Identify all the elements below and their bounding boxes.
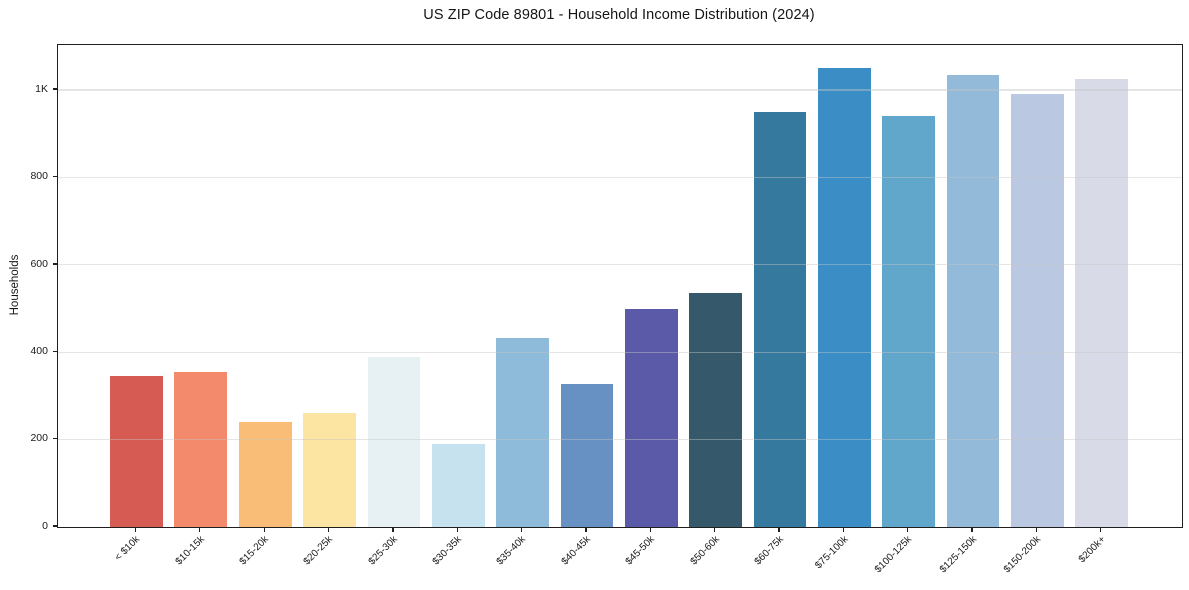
y-tick-mark: [52, 525, 57, 527]
y-tick-mark: [52, 175, 57, 178]
y-tick-label: 200: [30, 432, 48, 445]
x-tick-label: < $10k: [113, 534, 143, 564]
bar: [1011, 94, 1064, 527]
y-tick-label: 400: [30, 344, 48, 357]
x-tick-mark: [520, 527, 523, 532]
bar: [624, 308, 678, 527]
x-tick-label: $20-25k: [302, 534, 336, 568]
x-tick-label: $30-35k: [430, 534, 465, 568]
x-tick-label: $35-40k: [495, 534, 529, 568]
x-tick-mark: [778, 527, 780, 532]
gridline: [58, 439, 1182, 441]
bar: [753, 111, 807, 527]
x-tick-label: $15-20k: [237, 534, 271, 568]
x-tick-label: $60-75k: [752, 534, 786, 568]
x-tick-mark: [392, 527, 394, 532]
x-tick-mark: [1035, 527, 1038, 532]
x-tick-label: $45-50k: [623, 534, 658, 568]
x-tick-label: $100-125k: [873, 534, 915, 576]
y-tick-mark: [52, 438, 57, 440]
bar: [238, 422, 292, 527]
bar: [367, 357, 421, 527]
y-tick-label: 1K: [35, 82, 48, 95]
gridline: [58, 351, 1182, 353]
y-tick-mark: [52, 88, 57, 90]
x-tick-mark: [714, 527, 716, 532]
x-tick-mark: [199, 527, 201, 532]
x-tick-label: $50-60k: [688, 534, 722, 568]
gridline: [58, 264, 1182, 266]
bar: [946, 74, 1000, 527]
bar: [1075, 79, 1129, 527]
y-tick-label: 800: [30, 170, 48, 183]
x-tick-mark: [1100, 527, 1102, 532]
bar: [560, 383, 614, 527]
y-tick-mark: [52, 350, 57, 352]
plot-area: [57, 44, 1183, 528]
x-tick-mark: [263, 527, 265, 532]
bar: [882, 116, 936, 527]
x-tick-mark: [456, 527, 458, 532]
gridline: [58, 89, 1182, 91]
bar: [496, 337, 549, 527]
x-tick-label: $200k+: [1076, 534, 1108, 566]
bar: [689, 293, 743, 527]
gridline: [58, 176, 1182, 178]
x-tick-mark: [327, 527, 330, 532]
x-tick-label: $150-200k: [1001, 534, 1044, 576]
x-tick-label: $25-30k: [366, 534, 400, 568]
x-tick-mark: [842, 527, 844, 532]
bar: [110, 376, 163, 527]
bar: [303, 412, 356, 527]
chart-title: US ZIP Code 89801 - Household Income Dis…: [423, 7, 815, 23]
x-tick-label: $75-100k: [812, 534, 851, 572]
y-tick-label: 0: [42, 519, 48, 532]
x-tick-mark: [649, 527, 651, 532]
x-tick-mark: [907, 527, 909, 532]
x-tick-mark: [585, 527, 587, 532]
y-tick-mark: [52, 263, 57, 265]
x-tick-label: $125-150k: [937, 534, 979, 576]
bar: [817, 68, 871, 527]
x-tick-mark: [134, 527, 137, 532]
x-tick-label: $10-15k: [173, 534, 207, 568]
y-tick-label: 600: [30, 257, 48, 270]
bar: [431, 443, 485, 527]
bar: [174, 371, 228, 527]
x-tick-label: $40-45k: [559, 534, 593, 568]
x-tick-mark: [971, 527, 973, 532]
